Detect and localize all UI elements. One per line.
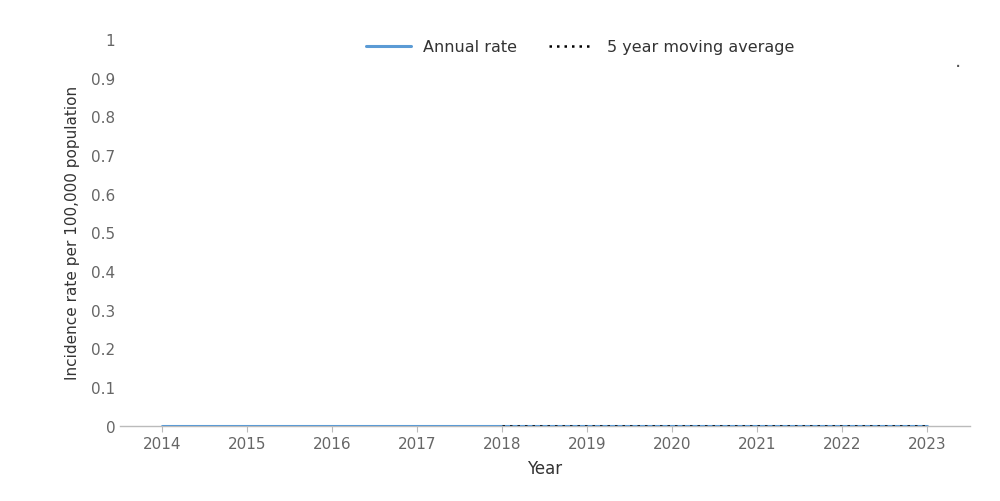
5 year moving average <box>921 423 933 429</box>
5 year moving average <box>496 423 508 429</box>
Annual rate <box>751 423 763 429</box>
5 year moving average <box>581 423 593 429</box>
5 year moving average <box>836 423 848 429</box>
5 year moving average <box>666 423 678 429</box>
Annual rate <box>666 423 678 429</box>
Annual rate <box>241 423 253 429</box>
Annual rate <box>836 423 848 429</box>
Annual rate <box>411 423 423 429</box>
Annual rate <box>326 423 338 429</box>
Annual rate <box>156 423 168 429</box>
Legend: Annual rate, 5 year moving average: Annual rate, 5 year moving average <box>366 41 794 55</box>
5 year moving average <box>751 423 763 429</box>
Annual rate <box>496 423 508 429</box>
Annual rate <box>921 423 933 429</box>
Text: ·: · <box>955 58 961 77</box>
Annual rate <box>581 423 593 429</box>
X-axis label: Year: Year <box>527 459 563 477</box>
Y-axis label: Incidence rate per 100,000 population: Incidence rate per 100,000 population <box>65 86 80 380</box>
